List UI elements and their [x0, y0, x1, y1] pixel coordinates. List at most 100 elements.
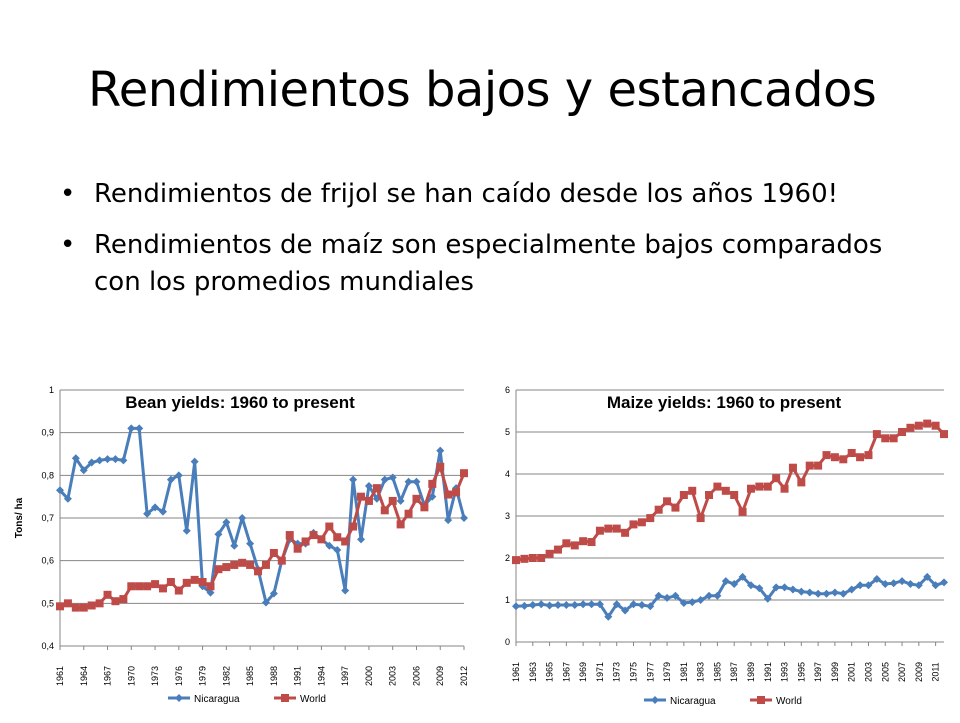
- data-point-world: [420, 503, 429, 512]
- data-point-nicaragua: [746, 581, 755, 590]
- data-point-world: [396, 520, 405, 529]
- y-tick-label: 1: [505, 595, 510, 605]
- data-point-nicaragua: [612, 600, 621, 609]
- data-point-world: [637, 518, 646, 527]
- data-point-nicaragua: [428, 492, 437, 501]
- bullet-item-beans: • Rendimientos de frijol se han caído de…: [60, 176, 920, 213]
- data-point-nicaragua: [520, 601, 529, 610]
- data-point-world: [452, 488, 461, 497]
- data-point-nicaragua: [864, 581, 873, 590]
- x-tick-label: 1975: [628, 662, 638, 682]
- data-point-world: [553, 545, 562, 554]
- x-tick-label: 1961: [511, 662, 521, 682]
- data-point-world: [269, 548, 278, 557]
- legend-label-nicaragua: Nicaragua: [670, 696, 716, 707]
- data-point-world: [166, 578, 175, 586]
- x-tick-label: 1995: [796, 662, 806, 682]
- bullet-list: • Rendimientos de frijol se han caído de…: [60, 176, 920, 315]
- x-tick-label: 1989: [746, 662, 756, 682]
- data-point-nicaragua: [889, 579, 898, 588]
- data-point-world: [537, 554, 546, 562]
- x-tick-label: 1967: [561, 662, 571, 682]
- data-point-world: [562, 539, 571, 548]
- x-tick-label: 2012: [459, 666, 469, 686]
- data-point-world: [317, 535, 326, 544]
- data-point-nicaragua: [797, 587, 806, 596]
- data-point-nicaragua: [151, 503, 160, 512]
- data-point-nicaragua: [412, 477, 421, 486]
- y-tick-label: 4: [505, 469, 510, 479]
- data-point-world: [222, 563, 231, 572]
- data-point-nicaragua: [830, 588, 839, 597]
- data-point-world: [333, 533, 342, 542]
- data-point-world: [830, 453, 839, 462]
- data-point-nicaragua: [646, 602, 655, 611]
- data-point-world: [63, 599, 72, 608]
- data-point-world: [705, 491, 714, 499]
- data-point-world: [56, 602, 64, 611]
- data-point-nicaragua: [788, 585, 797, 594]
- x-tick-label: 1988: [269, 666, 279, 686]
- data-point-nicaragua: [721, 577, 730, 586]
- data-point-nicaragua: [182, 526, 191, 535]
- y-tick-label: 0,9: [41, 428, 54, 438]
- data-point-world: [746, 484, 755, 493]
- y-axis-title: Tons/ ha: [14, 497, 25, 538]
- x-tick-label: 1981: [679, 662, 689, 682]
- x-tick-label: 1973: [612, 662, 622, 682]
- data-point-world: [570, 541, 579, 550]
- data-point-world: [864, 451, 873, 460]
- data-point-nicaragua: [380, 475, 389, 484]
- data-point-world: [679, 491, 688, 499]
- data-point-nicaragua: [269, 589, 278, 598]
- data-point-world: [612, 524, 621, 533]
- data-point-world: [713, 482, 722, 491]
- data-point-world: [143, 582, 152, 591]
- slide-title: Rendimientos bajos y estancados: [88, 62, 877, 118]
- x-tick-label: 1997: [340, 666, 350, 686]
- data-point-nicaragua: [713, 591, 722, 600]
- data-point-nicaragua: [923, 572, 932, 581]
- data-point-world: [755, 482, 764, 491]
- data-point-nicaragua: [898, 577, 907, 586]
- x-tick-label: 1985: [712, 662, 722, 682]
- x-tick-label: 1970: [126, 666, 136, 686]
- data-point-nicaragua: [396, 496, 405, 505]
- data-point-world: [579, 537, 588, 546]
- data-point-world: [238, 558, 247, 567]
- data-point-world: [797, 478, 806, 487]
- data-point-world: [127, 582, 136, 591]
- data-point-world: [285, 531, 294, 540]
- data-point-nicaragua: [755, 584, 764, 593]
- data-point-world: [906, 423, 915, 432]
- data-point-world: [780, 484, 789, 493]
- data-point-nicaragua: [404, 477, 413, 486]
- data-point-nicaragua: [663, 593, 672, 602]
- data-point-world: [158, 584, 167, 593]
- x-tick-label: 2003: [388, 666, 398, 686]
- data-point-nicaragua: [325, 541, 334, 550]
- data-point-nicaragua: [738, 572, 747, 581]
- data-point-nicaragua: [436, 446, 445, 455]
- legend-marker-nicaragua: [651, 696, 659, 704]
- data-point-nicaragua: [696, 596, 705, 604]
- data-point-nicaragua: [230, 541, 239, 550]
- legend-marker-world: [281, 694, 289, 702]
- data-point-nicaragua: [587, 600, 596, 609]
- data-point-nicaragua: [914, 581, 923, 590]
- x-tick-label: 1963: [528, 662, 538, 682]
- data-point-nicaragua: [444, 516, 453, 525]
- x-tick-label: 1997: [813, 662, 823, 682]
- data-point-world: [587, 538, 596, 547]
- data-point-world: [730, 491, 739, 499]
- data-point-nicaragua: [166, 475, 175, 484]
- data-point-nicaragua: [158, 507, 167, 516]
- data-point-nicaragua: [688, 598, 697, 607]
- data-point-nicaragua: [872, 575, 881, 583]
- data-point-nicaragua: [730, 580, 739, 589]
- x-tick-label: 1976: [174, 666, 184, 686]
- x-tick-label: 1987: [729, 662, 739, 682]
- y-tick-label: 0,4: [41, 641, 54, 651]
- bullet-marker: •: [60, 230, 76, 260]
- data-point-nicaragua: [537, 600, 546, 609]
